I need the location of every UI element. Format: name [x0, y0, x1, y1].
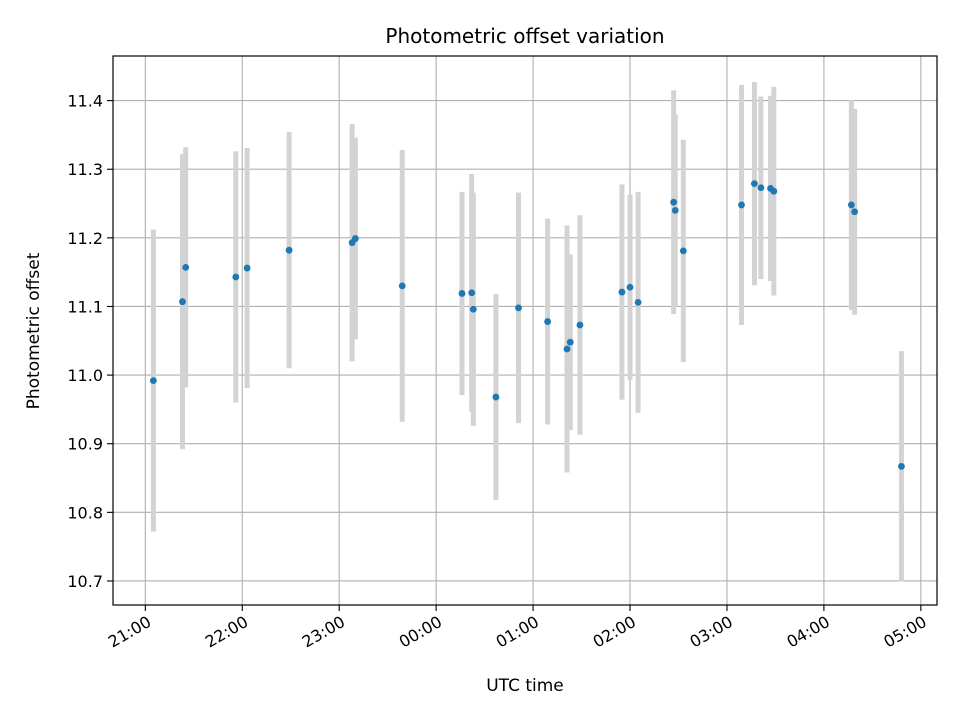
data-point — [851, 208, 858, 216]
data-point — [458, 290, 466, 297]
x-axis-label: UTC time — [486, 676, 564, 696]
data-point — [671, 207, 679, 214]
grid-lines — [113, 56, 937, 605]
chart-title: Photometric offset variation — [385, 24, 664, 48]
data-point — [626, 283, 634, 291]
y-tick-label: 11.0 — [67, 366, 103, 385]
y-tick-label: 11.4 — [67, 92, 103, 111]
data-point — [285, 246, 293, 254]
y-tick-label: 10.8 — [67, 503, 103, 522]
y-axis-ticks: 10.7 10.8 10.9 11.0 11.1 11.2 11.3 11.4 — [67, 92, 113, 591]
data-point — [738, 201, 745, 209]
data-point — [182, 263, 190, 271]
data-point — [751, 180, 758, 188]
data-point — [679, 247, 687, 255]
data-point — [232, 273, 240, 281]
data-point — [670, 198, 678, 206]
data-point — [770, 187, 778, 195]
y-tick-label: 10.7 — [67, 572, 103, 591]
data-point — [243, 264, 251, 272]
data-point — [398, 282, 406, 290]
data-point — [468, 289, 476, 297]
data-point — [563, 345, 571, 353]
data-point — [847, 201, 855, 209]
y-tick-label: 10.9 — [67, 435, 103, 454]
data-point — [544, 318, 552, 325]
data-point — [492, 393, 500, 401]
data-point — [149, 377, 157, 384]
data-point — [898, 462, 905, 470]
y-tick-label: 11.3 — [67, 160, 103, 179]
y-tick-label: 11.2 — [67, 229, 103, 248]
data-point — [757, 184, 765, 192]
data-point — [469, 305, 477, 313]
data-point — [515, 304, 522, 312]
data-point — [351, 235, 359, 242]
plot-area-frame — [112, 55, 938, 606]
y-axis-label: Photometric offset — [24, 252, 44, 409]
y-tick-label: 11.1 — [67, 297, 103, 316]
data-point — [634, 298, 642, 306]
data-point — [566, 338, 574, 346]
data-point — [618, 288, 626, 296]
data-point — [576, 321, 584, 329]
data-point — [179, 298, 186, 306]
data-points — [149, 180, 905, 470]
